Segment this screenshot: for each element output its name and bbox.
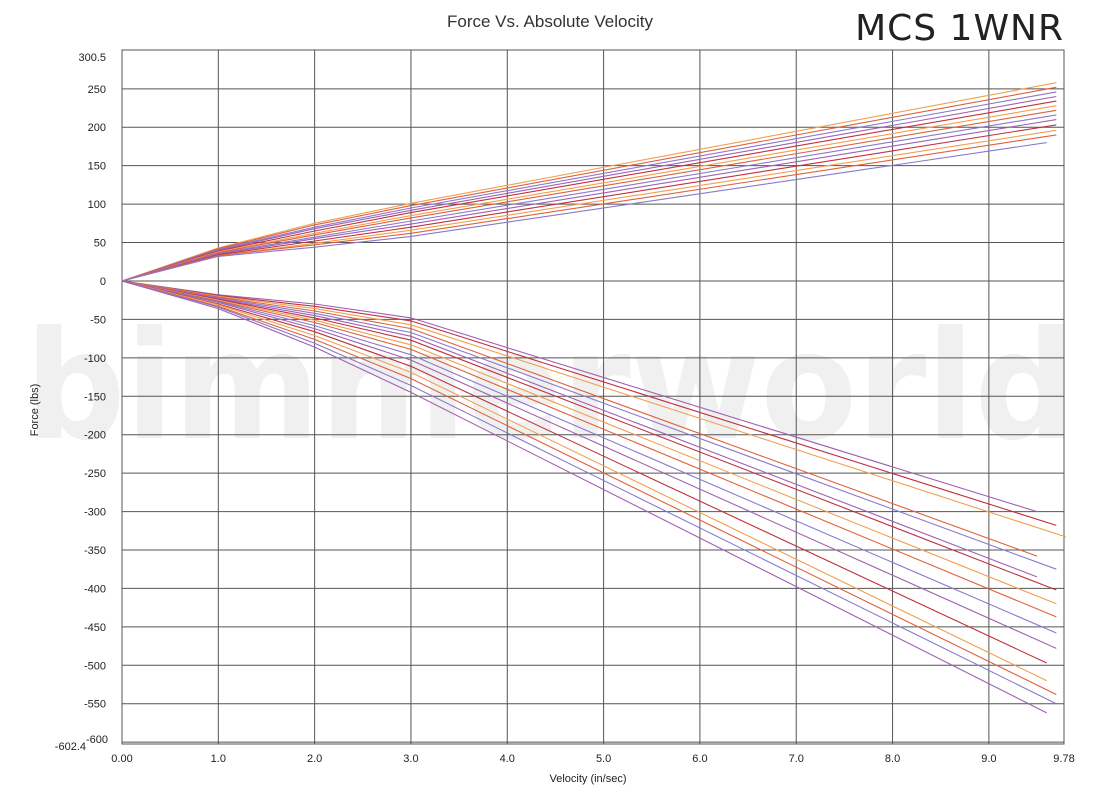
y-tick-label: 200: [88, 122, 106, 134]
y-axis-label: Force (lbs): [29, 384, 41, 437]
series-line: [121, 142, 1047, 282]
y-tick-label: -600: [86, 734, 108, 746]
x-tick-label: 2.0: [307, 753, 322, 765]
grid-layer: [121, 49, 1065, 745]
series-line: [121, 280, 1057, 705]
x-tick-label: 5.0: [596, 753, 611, 765]
tick-layer: 0.00 1.0 2.0 3.0 4.0 5.0 6.0 7.0 8.0 9.0 9.78 300.5…: [55, 52, 1075, 765]
series-layer: [121, 82, 1067, 714]
series-line: [121, 134, 1057, 282]
y-tick-label: -602.4: [55, 741, 86, 753]
y-tick-label: -50: [90, 314, 106, 326]
y-tick-label: 50: [94, 238, 106, 250]
y-tick-label: -150: [84, 391, 106, 403]
y-tick-label: -550: [84, 699, 106, 711]
x-tick-label: 9.0: [981, 753, 996, 765]
y-tick-label: -350: [84, 545, 106, 557]
x-tick-label: 1.0: [211, 753, 226, 765]
x-tick-label: 6.0: [692, 753, 707, 765]
series-line: [121, 280, 1047, 714]
series-line: [121, 105, 1057, 282]
x-tick-label: 3.0: [403, 753, 418, 765]
y-tick-label: 0: [100, 276, 106, 288]
watermark-text: bimmerworld: [25, 300, 1075, 474]
y-tick-label: -250: [84, 468, 106, 480]
y-tick-label: -200: [84, 430, 106, 442]
y-tick-label: -400: [84, 583, 106, 595]
series-line: [121, 119, 1057, 282]
x-tick-label: 4.0: [500, 753, 515, 765]
x-tick-label: 8.0: [885, 753, 900, 765]
model-badge: MCS 1WNR: [855, 8, 1064, 49]
y-tick-label: -450: [84, 622, 106, 634]
series-line: [121, 114, 1057, 282]
y-tick-label: 100: [88, 199, 106, 211]
x-axis-label: Velocity (in/sec): [549, 773, 626, 785]
y-tick-label: -500: [84, 660, 106, 672]
x-tick-label: 0.00: [111, 753, 132, 765]
x-tick-label: 7.0: [789, 753, 804, 765]
y-tick-label: -100: [84, 353, 106, 365]
y-tick-label: -300: [84, 507, 106, 519]
y-tick-label: 250: [88, 84, 106, 96]
y-tick-label: 300.5: [78, 52, 106, 64]
y-tick-label: 150: [88, 161, 106, 173]
series-line: [121, 280, 1047, 682]
series-line: [121, 100, 1057, 282]
series-line: [121, 280, 1057, 649]
plot-frame: [121, 49, 1065, 745]
chart-title: Force Vs. Absolute Velocity: [447, 12, 653, 31]
x-tick-label: 9.78: [1053, 753, 1074, 765]
